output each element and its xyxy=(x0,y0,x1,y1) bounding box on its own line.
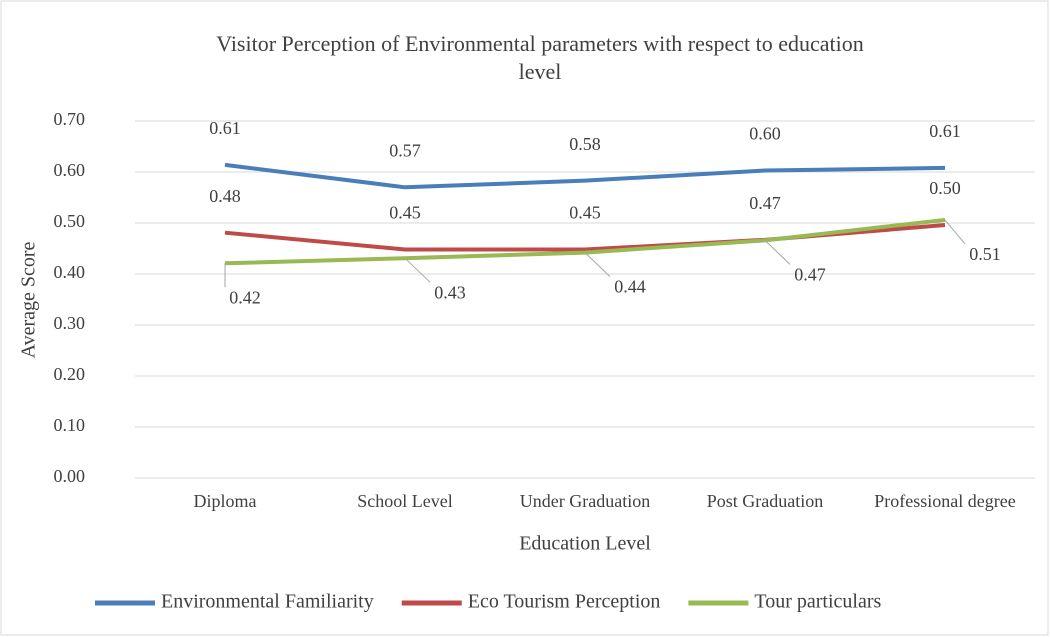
y-tick-label: 0.00 xyxy=(54,466,86,486)
leader-line xyxy=(584,252,611,277)
x-axis-title: Education Level xyxy=(519,533,651,555)
chart-title: Visitor Perception of Environmental para… xyxy=(216,31,863,84)
data-label: 0.61 xyxy=(209,118,241,138)
legend-label: Environmental Familiarity xyxy=(161,591,374,613)
data-label: 0.57 xyxy=(389,140,421,160)
data-label: 0.60 xyxy=(749,124,781,144)
y-tick-label: 0.70 xyxy=(54,109,86,129)
data-label: 0.44 xyxy=(614,277,646,297)
x-tick-label: Under Graduation xyxy=(520,491,650,511)
data-label: 0.50 xyxy=(929,178,961,198)
y-tick-label: 0.10 xyxy=(54,415,86,435)
x-tick-label: Post Graduation xyxy=(707,491,824,511)
data-label: 0.47 xyxy=(749,193,781,213)
y-tick-label: 0.40 xyxy=(54,262,86,282)
y-axis-title: Average Score xyxy=(18,241,40,358)
series-line xyxy=(224,162,946,190)
y-tick-label: 0.60 xyxy=(54,160,86,180)
data-label: 0.45 xyxy=(389,203,421,223)
x-tick-label: School Level xyxy=(357,491,452,511)
legend-label: Tour particulars xyxy=(754,591,881,613)
data-label: 0.47 xyxy=(794,264,826,284)
leader-line xyxy=(764,239,791,265)
x-tick-label: Diploma xyxy=(194,491,257,511)
y-tick-label: 0.30 xyxy=(54,313,86,333)
x-tick-label: Professional degree xyxy=(874,491,1015,511)
data-label: 0.51 xyxy=(969,244,1001,264)
data-label: 0.58 xyxy=(569,134,601,154)
y-tick-label: 0.20 xyxy=(54,364,86,384)
data-label: 0.42 xyxy=(229,287,261,307)
leader-line xyxy=(404,257,431,283)
y-tick-label: 0.50 xyxy=(54,211,86,231)
leader-line xyxy=(944,219,966,245)
data-label: 0.61 xyxy=(929,121,961,141)
data-label: 0.45 xyxy=(569,203,601,223)
data-label: 0.43 xyxy=(434,282,466,302)
data-label: 0.48 xyxy=(209,186,241,206)
legend-label: Eco Tourism Perception xyxy=(468,591,661,613)
